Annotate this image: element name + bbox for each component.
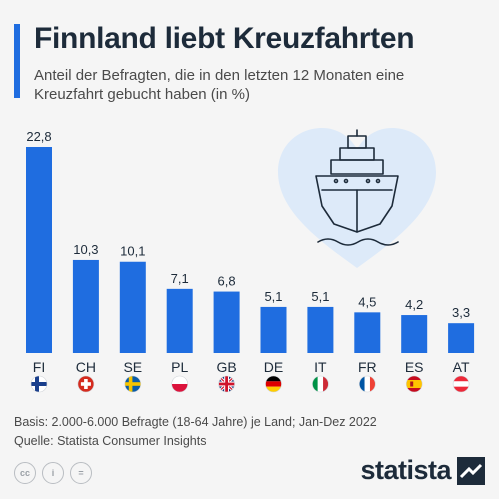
flag-outline bbox=[124, 375, 142, 393]
bar-de[interactable] bbox=[260, 306, 287, 353]
value-label-pl: 7,1 bbox=[171, 271, 189, 286]
value-label-se: 10,1 bbox=[120, 244, 145, 259]
value-label-at: 3,3 bbox=[452, 305, 470, 320]
bar-gb[interactable] bbox=[213, 291, 240, 353]
cruise-ship-heart-icon bbox=[278, 128, 436, 268]
flag-poland-icon bbox=[171, 376, 188, 392]
category-label-pl: PL bbox=[171, 359, 188, 375]
flag-finland-icon bbox=[31, 376, 47, 392]
category-label-fi: FI bbox=[33, 359, 45, 375]
category-label-gb: GB bbox=[216, 359, 236, 375]
category-label-at: AT bbox=[453, 359, 470, 375]
by-icon[interactable]: i bbox=[42, 462, 64, 484]
brand-name: statista bbox=[360, 455, 451, 485]
title-accent-bar bbox=[14, 24, 20, 98]
statista-logo-icon bbox=[457, 456, 485, 485]
value-label-it: 5,1 bbox=[311, 289, 329, 304]
flag-outline bbox=[30, 375, 48, 393]
bar-se[interactable] bbox=[119, 261, 146, 353]
category-label-se: SE bbox=[123, 359, 142, 375]
value-label-de: 5,1 bbox=[264, 289, 282, 304]
bar-at[interactable] bbox=[448, 323, 475, 353]
value-label-gb: 6,8 bbox=[218, 274, 236, 289]
bar-fi[interactable] bbox=[26, 147, 52, 353]
value-label-fr: 4,5 bbox=[358, 294, 376, 309]
footnote: Basis: 2.000-6.000 Befragte (18-64 Jahre… bbox=[14, 413, 377, 451]
flag-outline bbox=[265, 375, 282, 393]
flag-italy-icon bbox=[312, 376, 329, 392]
category-label-ch: CH bbox=[76, 359, 96, 375]
flag-outline bbox=[77, 375, 95, 393]
bar-pl[interactable] bbox=[166, 288, 193, 353]
chart-title: Finnland liebt Kreuzfahrten bbox=[34, 22, 415, 55]
flag-uk-icon bbox=[218, 376, 235, 392]
category-label-it: IT bbox=[314, 359, 327, 375]
bar-ch[interactable] bbox=[72, 259, 99, 353]
statista-brand[interactable]: statista bbox=[360, 455, 485, 486]
basis-note: Basis: 2.000-6.000 Befragte (18-64 Jahre… bbox=[14, 415, 377, 429]
value-label-es: 4,2 bbox=[405, 297, 423, 312]
bar-fr[interactable] bbox=[354, 312, 381, 353]
category-label-fr: FR bbox=[358, 359, 377, 375]
flag-outline bbox=[358, 375, 376, 393]
flag-spain-icon bbox=[406, 376, 423, 392]
flag-france-icon bbox=[359, 376, 376, 392]
flag-austria-icon bbox=[453, 376, 470, 392]
source-note: Quelle: Statista Consumer Insights bbox=[14, 434, 207, 448]
bar-chart: 22,8 10,3 10,1 7,1 6,8 5,1 5,1 4,5 4,2 3,3 FI CH SE… bbox=[26, 128, 475, 393]
bar-it[interactable] bbox=[307, 306, 334, 353]
bar-es[interactable] bbox=[401, 315, 428, 353]
nd-icon[interactable]: = bbox=[70, 462, 92, 484]
value-label-ch: 10,3 bbox=[73, 242, 98, 257]
flag-sweden-icon bbox=[124, 376, 141, 392]
flag-outline bbox=[312, 375, 329, 393]
flag-outline bbox=[218, 375, 235, 393]
cc-icon[interactable]: cc bbox=[14, 462, 36, 484]
flag-outline bbox=[452, 375, 470, 393]
flag-outline bbox=[171, 375, 188, 393]
flag-switzerland-icon bbox=[77, 376, 94, 392]
chart-subtitle: Anteil der Befragten, die in den letzten… bbox=[34, 67, 405, 103]
category-label-es: ES bbox=[405, 359, 424, 375]
flag-germany-icon bbox=[265, 376, 282, 392]
flag-outline bbox=[405, 375, 423, 393]
category-label-de: DE bbox=[264, 359, 283, 375]
license-icons: cc i = bbox=[14, 462, 92, 484]
value-label-fi: 22,8 bbox=[26, 129, 51, 144]
